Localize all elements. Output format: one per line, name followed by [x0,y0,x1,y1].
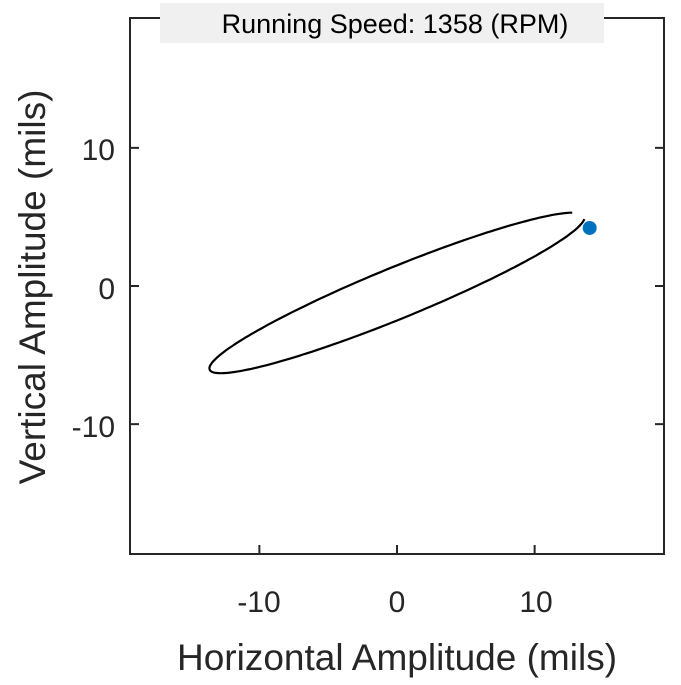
x-tick-label-0: 0 [389,586,406,619]
x-axis-title: Horizontal Amplitude (mils) [177,637,617,678]
y-axis-title: Vertical Amplitude (mils) [12,90,53,485]
y-tick-label-neg10: -10 [72,411,115,444]
title-background [160,3,604,43]
y-tick-label-10: 10 [82,134,115,167]
orbit-marker [582,220,597,235]
x-tick-label-10: 10 [519,586,552,619]
chart-title: Running Speed: 1358 (RPM) [222,9,569,39]
plot-area [129,17,665,555]
x-tick-label-neg10: -10 [237,586,280,619]
orbit-line [208,211,586,375]
y-tick-label-0: 0 [98,273,115,306]
